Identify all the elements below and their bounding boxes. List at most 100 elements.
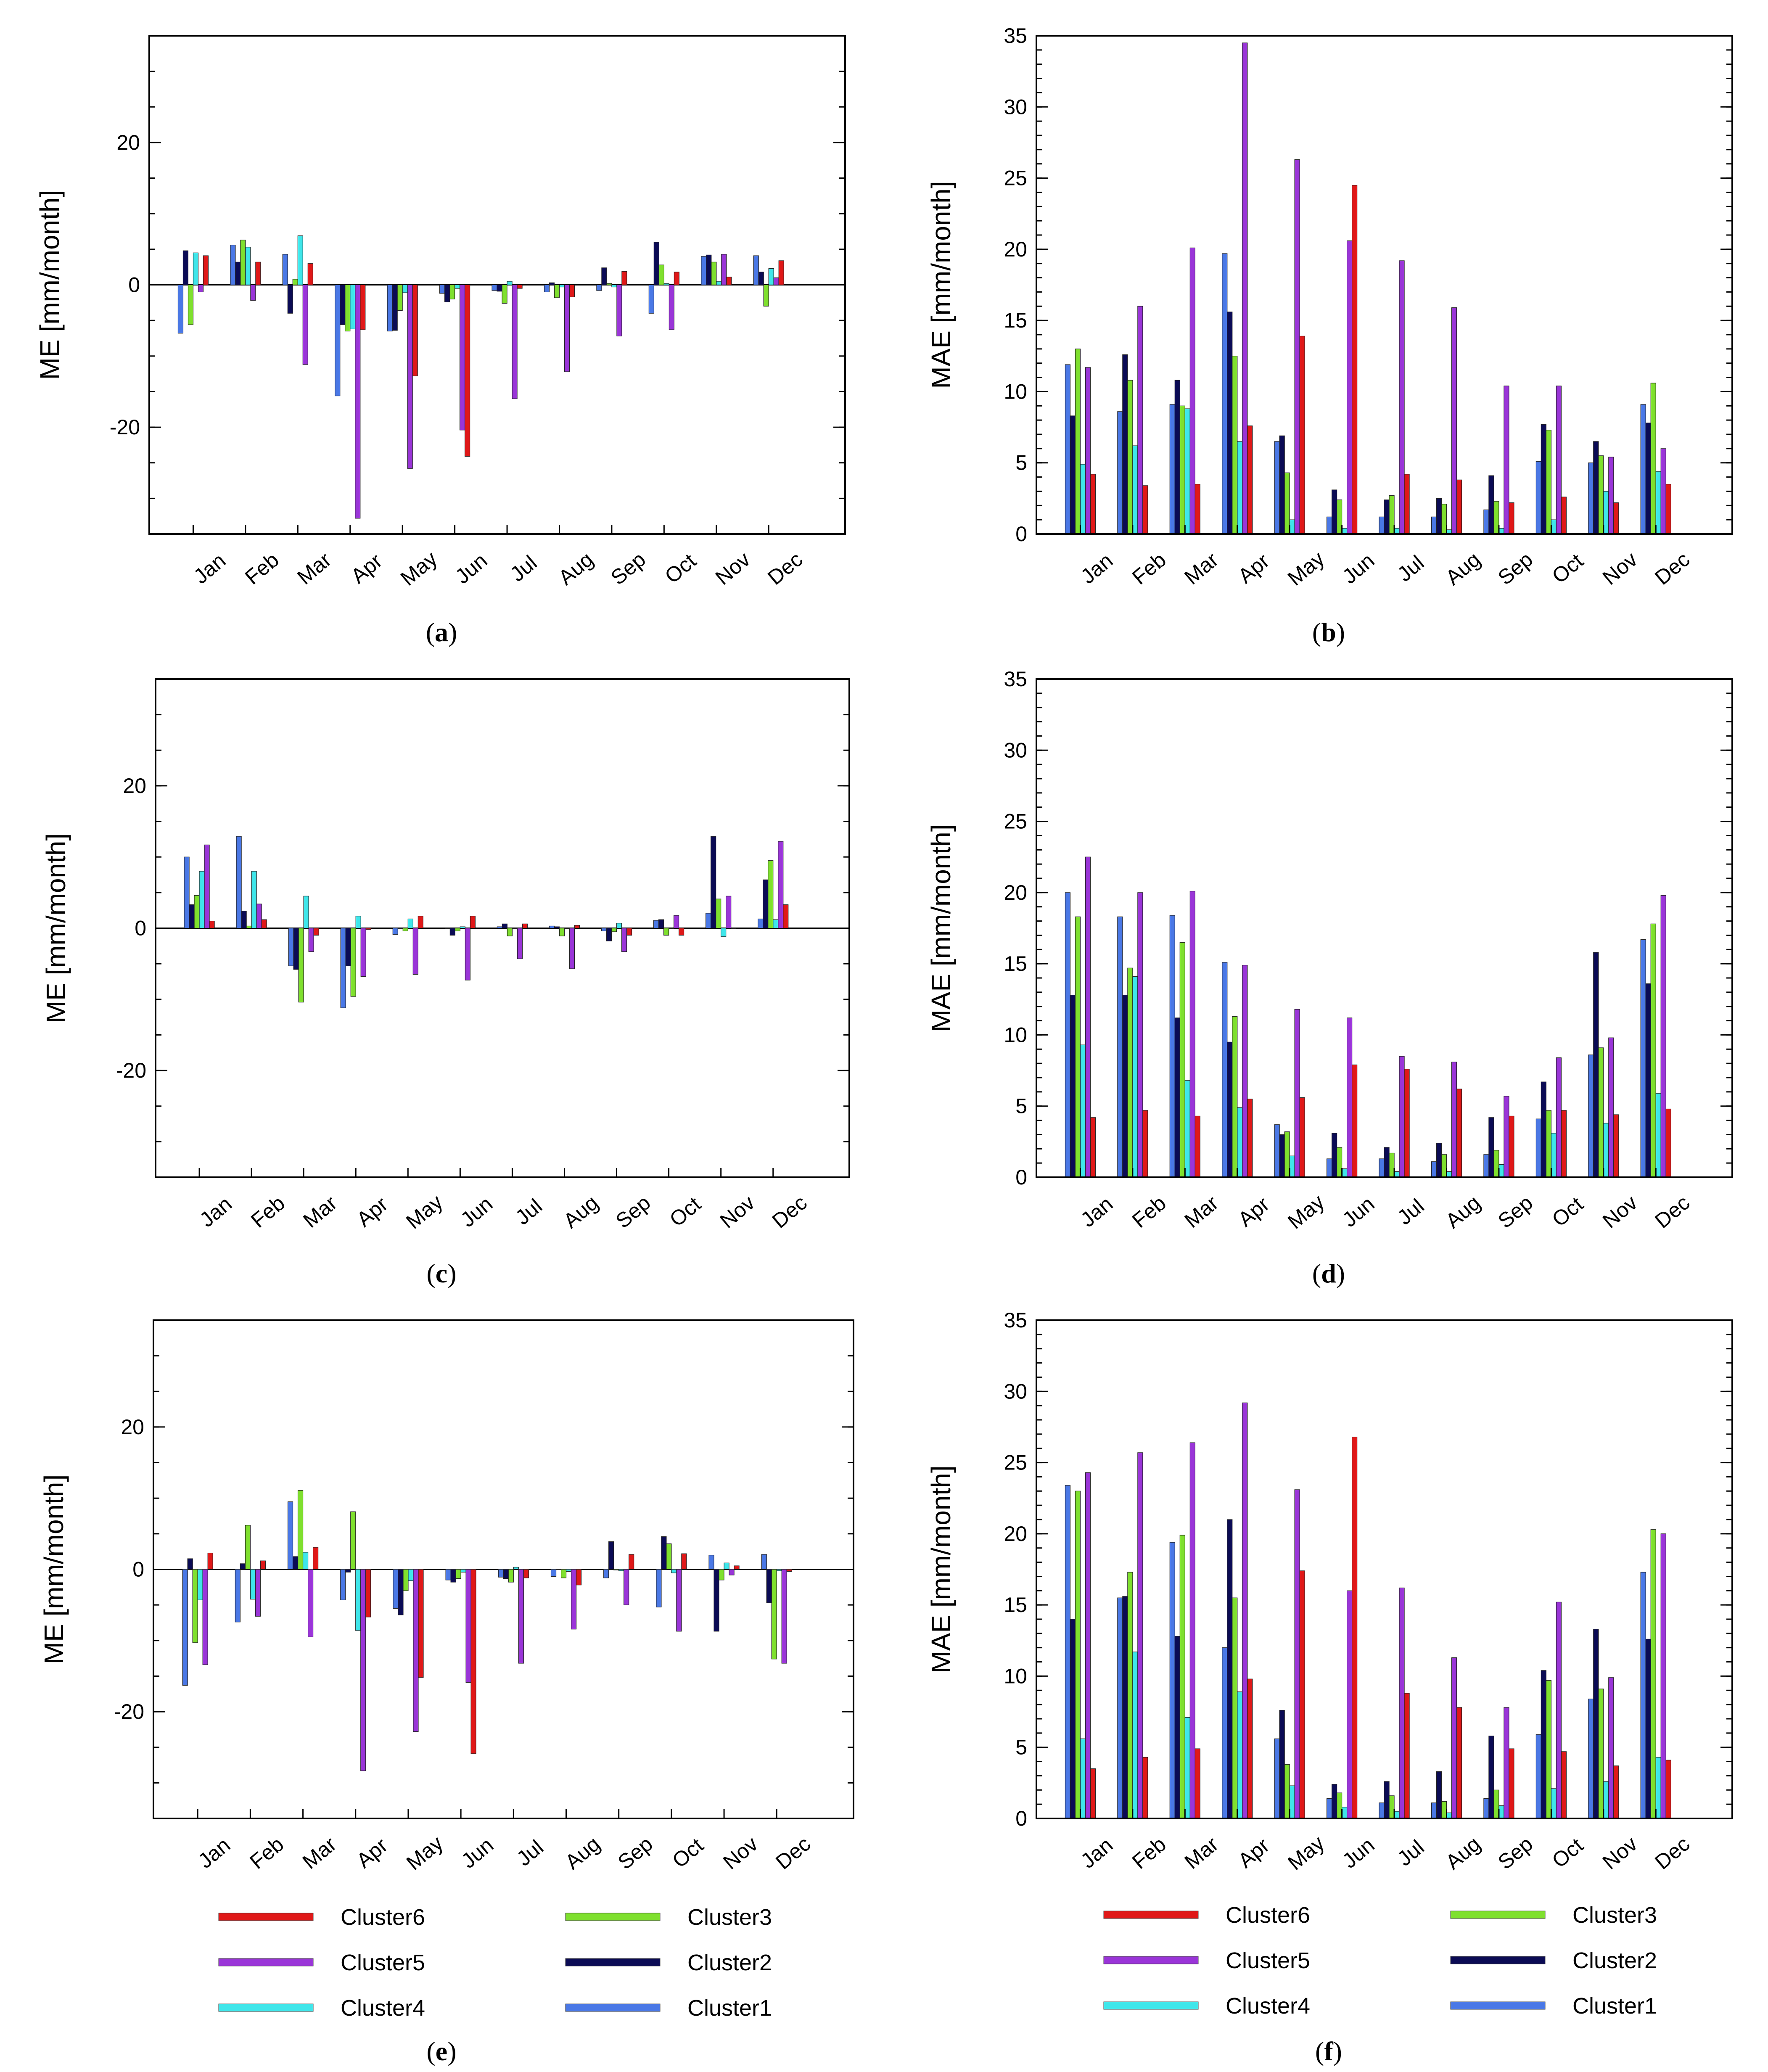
bar-cluster4-jun (455, 284, 460, 289)
bar-cluster6-nov (1613, 1114, 1619, 1178)
bar-cluster6-apr (360, 284, 366, 330)
bar-cluster5-jun (1347, 240, 1353, 534)
bar-cluster1-sep (1483, 1798, 1489, 1819)
bar-cluster5-sep (1504, 1707, 1509, 1819)
bar-cluster2-feb (1122, 1596, 1128, 1819)
bar-cluster5-jan (1085, 1472, 1091, 1819)
bar-cluster5-oct (674, 915, 679, 929)
bar-cluster1-sep (601, 928, 607, 931)
bar-cluster6-mar (1195, 1115, 1200, 1178)
x-tick-label: Dec (771, 1832, 815, 1874)
bar-cluster4-jun (1342, 1807, 1348, 1819)
bar-cluster3-sep (606, 283, 612, 285)
bar-cluster3-jun (455, 1569, 461, 1579)
bar-cluster6-may (418, 1569, 424, 1678)
bar-cluster4-may (1289, 1785, 1295, 1819)
bar-cluster2-may (1279, 435, 1285, 534)
bar-cluster4-feb (1132, 976, 1138, 1178)
bar-cluster2-jun (444, 284, 450, 302)
panel-a: -20 0 20 Jan Feb Mar Apr May Jun Jul Aug Sep Oct Nov D… (34, 35, 846, 647)
bar-cluster1-may (1274, 441, 1280, 534)
bar-cluster2-oct (661, 1536, 667, 1570)
bar-cluster3-sep (1493, 1789, 1499, 1819)
bar-cluster2-nov (1593, 441, 1599, 534)
bar-cluster6-jan (1090, 1117, 1096, 1178)
bar-cluster5-aug (564, 284, 570, 372)
bar-cluster2-apr (1227, 312, 1233, 534)
x-tick-label: Jan (189, 549, 230, 589)
bar-cluster6-jun (1352, 1437, 1358, 1819)
panel-caption: (a) (426, 617, 457, 647)
bar-cluster2-jul (1384, 1781, 1390, 1819)
bar-cluster3-jul (507, 928, 513, 936)
bar-cluster5-oct (669, 284, 674, 330)
bar-cluster6-jan (209, 920, 215, 929)
bar-cluster3-mar (298, 928, 304, 1003)
bar-cluster5-mar (1189, 247, 1195, 534)
bar-cluster4-aug (559, 284, 565, 288)
bar-cluster5-may (412, 928, 418, 975)
bar-cluster2-mar (1174, 1018, 1180, 1178)
legend-f: Cluster6 Cluster3 Cluster5 Cluster2 Cluster4… (1103, 1903, 1657, 2019)
bar-cluster4-may (1289, 519, 1295, 534)
x-tick-label: Jul (506, 551, 542, 586)
x-tick-label: Feb (240, 548, 283, 589)
bar-cluster4-oct (1551, 1788, 1557, 1819)
bar-cluster4-oct (1551, 1133, 1557, 1178)
bar-cluster5-oct (1556, 386, 1562, 534)
y-tick-label: 30 (1004, 1380, 1027, 1403)
ticks-a: -20 0 20 (110, 35, 845, 535)
bar-cluster4-aug (566, 1569, 572, 1572)
y-tick-label: 5 (1015, 451, 1027, 475)
bar-cluster3-apr (1232, 356, 1238, 534)
ticks-d: 0 5 10 15 20 25 30 35 (1004, 667, 1732, 1189)
x-tick-label: Nov (719, 1832, 762, 1874)
bar-cluster3-jun (449, 284, 455, 299)
bar-cluster5-mar (302, 284, 308, 365)
y-tick-label: 25 (1004, 810, 1027, 833)
y-tick-label: 10 (1004, 380, 1027, 403)
bar-cluster2-may (392, 284, 398, 331)
y-tick-label: 10 (1004, 1664, 1027, 1688)
bar-cluster2-jan (182, 250, 189, 285)
bar-cluster3-apr (350, 1511, 356, 1570)
x-tick-label: Sep (1493, 1832, 1537, 1874)
bar-cluster4-aug (564, 928, 570, 929)
bar-cluster6-oct (674, 272, 679, 285)
bar-cluster1-feb (235, 1569, 240, 1623)
bar-cluster1-dec (753, 255, 759, 285)
bar-cluster2-jan (187, 1558, 193, 1570)
x-tick-label: Oct (1548, 1833, 1588, 1872)
bar-cluster4-nov (1603, 1123, 1609, 1178)
x-tick-label: Oct (1548, 549, 1588, 588)
bar-cluster6-dec (783, 904, 789, 929)
legend-label-cluster3: Cluster3 (687, 1905, 772, 1930)
bar-cluster6-oct (1561, 1751, 1567, 1819)
x-tick-label: Jun (1338, 549, 1379, 589)
bar-cluster4-dec (768, 268, 774, 285)
bar-cluster1-sep (603, 1569, 609, 1578)
bar-cluster6-mar (307, 263, 313, 285)
bar-cluster3-feb (245, 1525, 251, 1570)
bar-cluster6-nov (734, 1565, 740, 1570)
bar-cluster6-nov (731, 928, 737, 929)
bar-cluster2-jan (1070, 415, 1076, 534)
legend-swatch-cluster1 (565, 2003, 661, 2012)
y-tick-label: 35 (1004, 667, 1027, 691)
x-tick-label: Mar (1180, 1191, 1223, 1232)
plot-frame (155, 678, 850, 1178)
bar-cluster4-jun (1342, 1168, 1348, 1178)
bar-cluster3-oct (1546, 430, 1551, 534)
ticks-b: 0 5 10 15 20 25 30 35 (1004, 24, 1732, 546)
bar-cluster5-jul (1399, 260, 1405, 534)
bar-cluster5-may (1294, 1489, 1300, 1819)
panel-caption: (c) (426, 1258, 456, 1288)
bar-cluster5-jan (204, 844, 210, 929)
bar-cluster6-sep (626, 928, 632, 936)
bar-cluster3-oct (1546, 1680, 1551, 1819)
bar-cluster4-jan (1080, 1044, 1086, 1178)
legend-label-cluster1: Cluster1 (1572, 1993, 1657, 2019)
bar-cluster5-oct (1556, 1602, 1562, 1819)
bar-cluster3-apr (345, 284, 351, 332)
bar-cluster3-nov (716, 899, 721, 929)
